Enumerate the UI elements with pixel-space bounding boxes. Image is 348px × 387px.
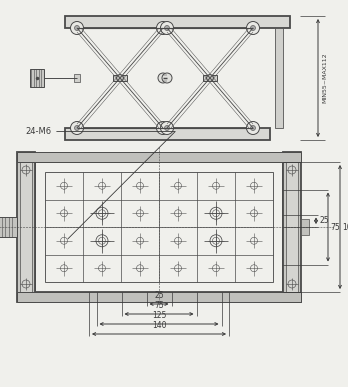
Circle shape [158,73,168,83]
Bar [35,162,283,292]
Bar [203,75,217,81]
Circle shape [165,125,169,130]
Circle shape [162,73,172,83]
Bar [301,219,309,235]
Circle shape [71,122,84,135]
Bar [45,172,273,282]
Text: 75: 75 [330,223,340,231]
Bar [74,74,80,82]
Circle shape [206,75,214,82]
Circle shape [160,22,174,34]
Text: 25: 25 [319,216,329,225]
Circle shape [251,26,255,31]
Circle shape [157,122,169,135]
Circle shape [160,125,166,130]
Circle shape [160,122,174,135]
Text: MIN55~MAX112: MIN55~MAX112 [322,53,327,103]
Circle shape [71,22,84,34]
Text: 75: 75 [154,301,164,310]
Circle shape [246,122,260,135]
Bar [30,69,44,87]
Circle shape [117,75,124,82]
Bar [286,162,298,292]
Text: 125: 125 [152,311,166,320]
Circle shape [251,125,255,130]
Bar [17,152,35,302]
Text: 140: 140 [152,321,166,330]
Bar [17,152,301,162]
Circle shape [74,26,79,31]
Circle shape [165,26,169,31]
Text: 100: 100 [342,223,348,231]
Bar [283,152,301,302]
Bar [65,128,270,140]
Text: 24-M6: 24-M6 [25,127,175,239]
Circle shape [246,22,260,34]
Circle shape [74,125,79,130]
Bar [0,217,17,237]
Text: 25: 25 [154,291,164,300]
Bar [65,16,290,28]
Bar [275,28,283,128]
Circle shape [157,22,169,34]
Bar [17,292,301,302]
Circle shape [160,26,166,31]
Bar [20,162,32,292]
Bar [113,75,127,81]
